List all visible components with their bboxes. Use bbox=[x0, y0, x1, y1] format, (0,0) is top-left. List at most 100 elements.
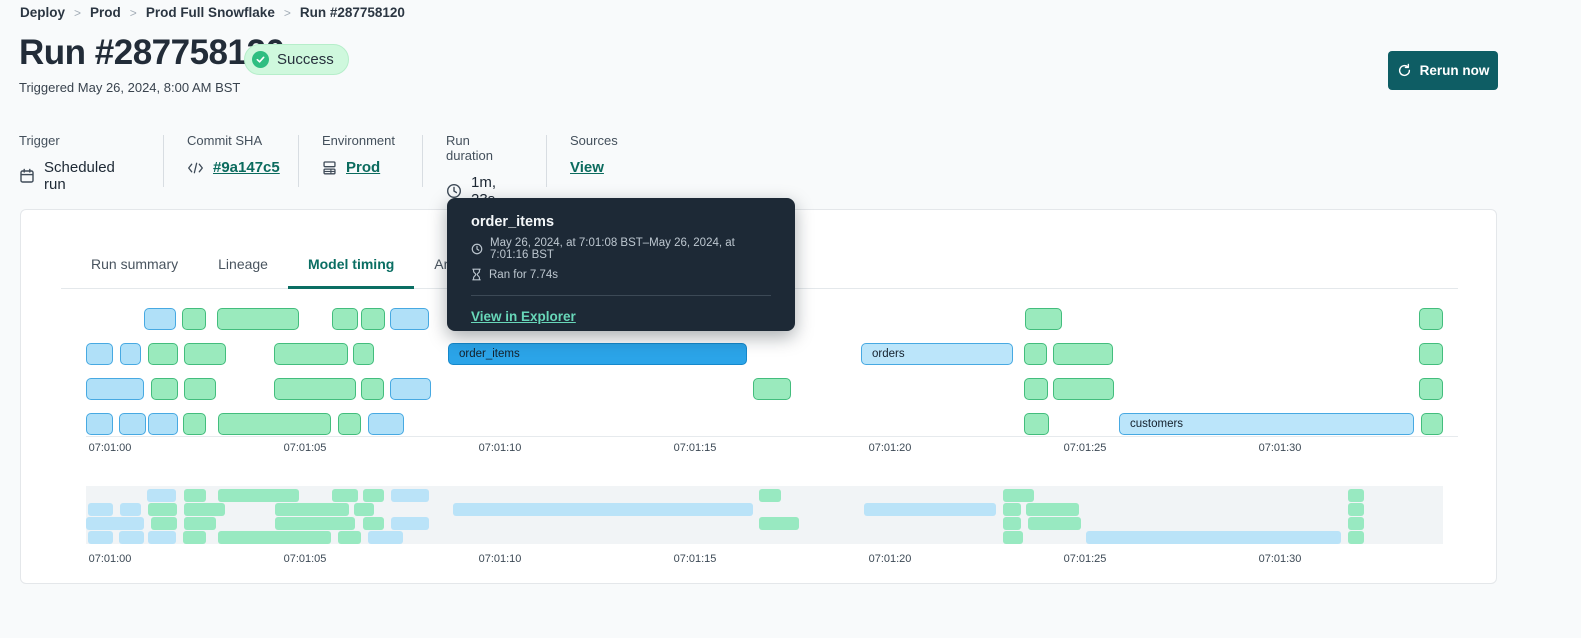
gantt-bar[interactable] bbox=[86, 378, 144, 400]
gantt-bar-customers[interactable]: customers bbox=[1119, 413, 1414, 435]
gantt-bar[interactable] bbox=[151, 378, 178, 400]
gantt-bar[interactable] bbox=[184, 343, 226, 365]
breadcrumb-deploy[interactable]: Deploy bbox=[20, 5, 66, 20]
gantt-bar[interactable] bbox=[363, 517, 384, 530]
gantt-bar[interactable] bbox=[354, 503, 374, 516]
gantt-bar[interactable] bbox=[1053, 378, 1114, 400]
gantt-bar[interactable] bbox=[217, 308, 299, 330]
gantt-bar[interactable] bbox=[147, 489, 176, 502]
breadcrumb-separator: > bbox=[283, 6, 291, 20]
gantt-bar[interactable] bbox=[275, 517, 355, 530]
gantt-bar[interactable] bbox=[184, 378, 216, 400]
gantt-bar[interactable] bbox=[1419, 378, 1443, 400]
gantt-bar[interactable] bbox=[759, 489, 781, 502]
gantt-bar[interactable] bbox=[753, 378, 791, 400]
gantt-bar[interactable] bbox=[151, 517, 177, 530]
time-axis-line bbox=[86, 436, 1458, 437]
gantt-bar[interactable] bbox=[183, 531, 206, 544]
breadcrumb-job[interactable]: Prod Full Snowflake bbox=[145, 5, 275, 20]
view-in-explorer-link[interactable]: View in Explorer bbox=[471, 309, 576, 324]
gantt-bar[interactable] bbox=[120, 343, 141, 365]
gantt-bar[interactable] bbox=[353, 343, 374, 365]
gantt-bar[interactable] bbox=[338, 413, 361, 435]
gantt-bar[interactable] bbox=[274, 343, 348, 365]
gantt-bar[interactable] bbox=[1421, 413, 1443, 435]
gantt-bar[interactable] bbox=[184, 503, 225, 516]
breadcrumb-prod[interactable]: Prod bbox=[90, 5, 121, 20]
clock-icon bbox=[471, 243, 483, 255]
gantt-bar[interactable] bbox=[88, 503, 113, 516]
gantt-bar[interactable] bbox=[390, 308, 429, 330]
gantt-bar[interactable] bbox=[88, 531, 113, 544]
gantt-bar-orders[interactable]: orders bbox=[861, 343, 1013, 365]
gantt-bar[interactable] bbox=[1003, 489, 1034, 502]
gantt-bar[interactable] bbox=[1026, 503, 1079, 516]
gantt-bar[interactable] bbox=[275, 503, 349, 516]
gantt-bar[interactable] bbox=[148, 413, 178, 435]
gantt-bar[interactable] bbox=[1086, 531, 1341, 544]
tab-lineage[interactable]: Lineage bbox=[218, 256, 268, 272]
gantt-bar[interactable] bbox=[1348, 531, 1364, 544]
gantt-bar[interactable] bbox=[368, 413, 404, 435]
gantt-bar[interactable] bbox=[363, 489, 384, 502]
gantt-bar[interactable] bbox=[86, 413, 113, 435]
gantt-bar[interactable] bbox=[1419, 308, 1443, 330]
gantt-bar[interactable] bbox=[759, 517, 799, 530]
environment-link[interactable]: Prod bbox=[346, 159, 381, 176]
tab-run-summary[interactable]: Run summary bbox=[91, 256, 179, 272]
gantt-bar[interactable] bbox=[332, 489, 358, 502]
divider bbox=[163, 135, 164, 187]
tab-model-timing[interactable]: Model timing bbox=[287, 250, 415, 289]
gantt-bar[interactable] bbox=[274, 378, 356, 400]
commit-sha-link[interactable]: #9a147c5 bbox=[213, 159, 280, 176]
gantt-bar[interactable] bbox=[1003, 531, 1023, 544]
axis-tick-label: 07:01:15 bbox=[673, 442, 717, 454]
rerun-now-button[interactable]: Rerun now bbox=[1388, 51, 1498, 90]
gantt-bar[interactable] bbox=[1024, 343, 1047, 365]
gantt-bar[interactable] bbox=[1348, 517, 1364, 530]
gantt-bar[interactable] bbox=[218, 413, 331, 435]
gantt-bar[interactable] bbox=[453, 503, 753, 516]
gantt-bar[interactable] bbox=[1024, 378, 1048, 400]
gantt-bar[interactable] bbox=[1348, 503, 1364, 516]
gantt-bar[interactable] bbox=[184, 489, 206, 502]
gantt-bar[interactable] bbox=[184, 517, 216, 530]
sources-view-link[interactable]: View bbox=[570, 159, 604, 176]
gantt-bar[interactable] bbox=[391, 517, 429, 530]
gantt-bar[interactable] bbox=[218, 531, 331, 544]
breadcrumb: Deploy > Prod > Prod Full Snowflake > Run #287… bbox=[20, 5, 405, 20]
gantt-bar[interactable] bbox=[119, 413, 146, 435]
gantt-bar[interactable] bbox=[148, 531, 176, 544]
gantt-bar[interactable] bbox=[1419, 343, 1443, 365]
code-icon bbox=[188, 162, 203, 173]
gantt-bar[interactable] bbox=[120, 503, 141, 516]
gantt-bar[interactable] bbox=[148, 503, 177, 516]
gantt-bar[interactable] bbox=[1024, 413, 1049, 435]
gantt-bar[interactable] bbox=[86, 343, 113, 365]
gantt-bar[interactable] bbox=[182, 308, 206, 330]
gantt-bar[interactable] bbox=[391, 489, 429, 502]
tooltip-duration: Ran for 7.74s bbox=[489, 268, 559, 281]
gantt-bar[interactable] bbox=[86, 517, 144, 530]
gantt-bar[interactable] bbox=[1003, 517, 1021, 530]
gantt-bar[interactable] bbox=[1348, 489, 1364, 502]
axis-tick-label: 07:01:20 bbox=[868, 553, 912, 565]
gantt-bar[interactable] bbox=[144, 308, 176, 330]
gantt-bar-order_items[interactable]: order_items bbox=[448, 343, 747, 365]
gantt-bar[interactable] bbox=[361, 308, 385, 330]
gantt-bar[interactable] bbox=[368, 531, 403, 544]
gantt-bar[interactable] bbox=[1003, 503, 1021, 516]
gantt-bar[interactable] bbox=[1025, 308, 1062, 330]
gantt-bar[interactable] bbox=[361, 378, 384, 400]
gantt-bar[interactable] bbox=[119, 531, 144, 544]
gantt-bar[interactable] bbox=[218, 489, 299, 502]
gantt-bar[interactable] bbox=[332, 308, 358, 330]
gantt-bar[interactable] bbox=[1028, 517, 1081, 530]
gantt-bar[interactable] bbox=[390, 378, 431, 400]
gantt-bar[interactable] bbox=[183, 413, 206, 435]
gantt-bar[interactable] bbox=[1053, 343, 1113, 365]
gantt-bar[interactable] bbox=[338, 531, 361, 544]
gantt-bar[interactable] bbox=[864, 503, 996, 516]
gantt-bar[interactable] bbox=[148, 343, 178, 365]
axis-tick-label: 07:01:10 bbox=[478, 442, 522, 454]
